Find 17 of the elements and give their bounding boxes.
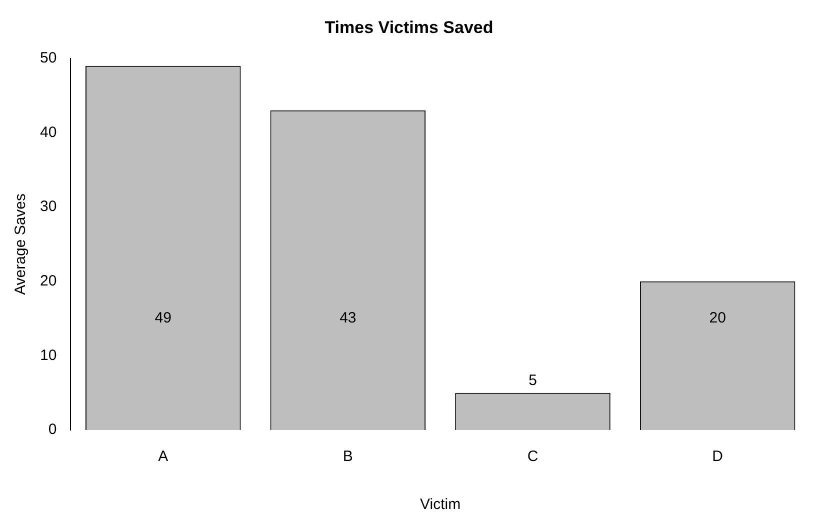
x-tick-label: D <box>712 448 724 466</box>
x-tick-label: B <box>342 448 353 466</box>
y-tick-label: 40 <box>40 124 57 141</box>
data-label: 43 <box>340 310 356 327</box>
y-tick-label: 10 <box>40 346 57 364</box>
y-tick-label: 20 <box>40 272 57 290</box>
y-tick-label: 0 <box>48 421 57 438</box>
y-tick-label: 50 <box>40 50 57 67</box>
data-label: 5 <box>528 372 537 389</box>
data-label: 20 <box>709 310 726 327</box>
y-tick-label: 30 <box>40 198 57 216</box>
x-tick-label: C <box>527 448 538 466</box>
x-tick-label: A <box>158 448 168 466</box>
y-axis-title: Average Saves <box>12 193 30 295</box>
data-label: 49 <box>154 310 172 327</box>
chart-title: Times Victims Saved <box>324 18 494 37</box>
x-axis-title: Victim <box>420 496 461 514</box>
